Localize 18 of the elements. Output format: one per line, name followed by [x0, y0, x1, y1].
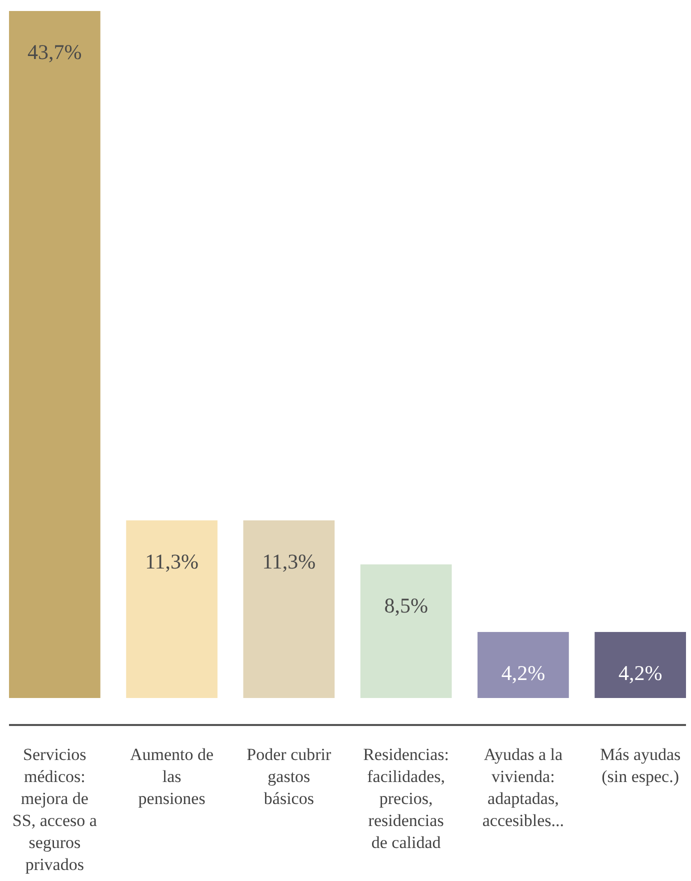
x-tick-label: Residencias: facilidades, precios, residencias de calidad — [363, 745, 450, 852]
data-label: 4,2% — [501, 660, 546, 685]
data-label: 11,3% — [145, 549, 199, 574]
bar — [126, 520, 218, 698]
data-label: 4,2% — [618, 660, 662, 685]
x-tick-label: Aumento de las pensiones — [130, 745, 214, 808]
x-tick-label: Poder cubrir gastos básicos — [246, 745, 332, 808]
data-label: 8,5% — [384, 593, 428, 618]
data-label: 11,3% — [262, 549, 316, 574]
bar — [594, 632, 686, 698]
bar — [360, 564, 452, 698]
bar — [478, 632, 569, 698]
bar — [9, 11, 100, 698]
x-tick-label: Ayudas a la vivienda: adaptadas, accesibles... — [482, 745, 564, 830]
bar — [243, 520, 335, 698]
x-tick-label: Servicios médicos: mejora de SS, acceso a seguros privados — [12, 745, 98, 874]
data-label: 43,7% — [28, 40, 82, 64]
x-tick-label: Más ayudas (sin espec.) — [600, 745, 681, 786]
